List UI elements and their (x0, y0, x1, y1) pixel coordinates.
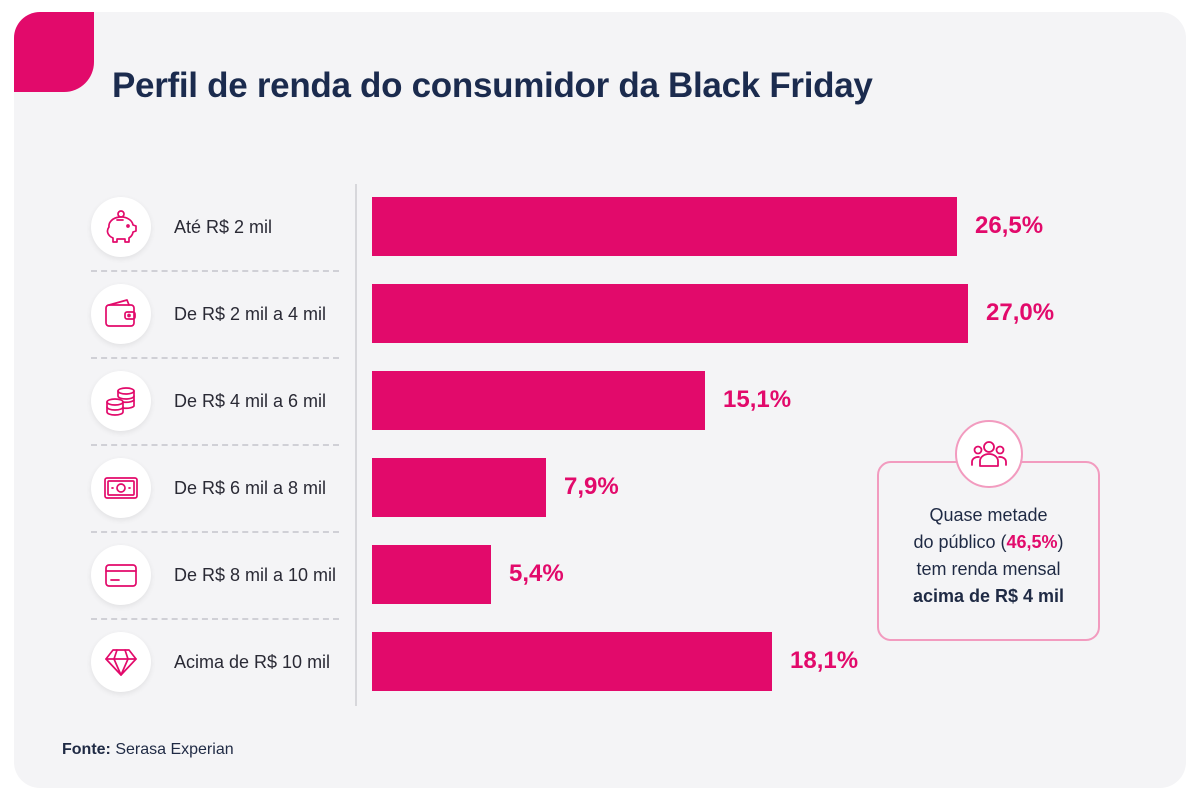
source-text: Serasa Experian (110, 741, 234, 758)
bar-value-label: 5,4% (509, 560, 564, 587)
bar-value-label: 26,5% (975, 212, 1044, 239)
bar-row: Até R$ 2 mil 26,5% (0, 184, 1200, 272)
bar-row: De R$ 2 mil a 4 mil 27,0% (0, 271, 1200, 359)
callout-line-2: do público (46,5%) (877, 529, 1100, 556)
row-divider (91, 618, 339, 620)
callout-text: Quase metade do público (46,5%) tem rend… (877, 502, 1100, 610)
piggy-bank-icon (106, 210, 137, 243)
callout-line-2-post: ) (1057, 532, 1064, 552)
corner-accent (14, 12, 94, 92)
icon-circle (91, 197, 151, 257)
bar-value-label: 27,0% (986, 299, 1055, 326)
bar (372, 545, 491, 604)
icon-circle (91, 458, 151, 518)
bar-row: De R$ 8 mil a 10 mil 5,4% (0, 532, 1200, 620)
category-label: De R$ 6 mil a 8 mil (174, 478, 327, 498)
icon-circle (91, 545, 151, 605)
callout-line-4: acima de R$ 4 mil (877, 583, 1100, 610)
credit-card-icon (105, 564, 137, 587)
icon-circle (91, 632, 151, 692)
bar-row: De R$ 4 mil a 6 mil 15,1% (0, 358, 1200, 446)
bar (372, 284, 968, 343)
bar-value-label: 7,9% (564, 473, 619, 500)
icon-circle (91, 371, 151, 431)
bar (372, 197, 957, 256)
callout-icon-circle (955, 420, 1023, 488)
bar (372, 632, 772, 691)
wallet-icon (105, 299, 136, 327)
row-divider (91, 444, 339, 446)
bar-value-label: 18,1% (790, 647, 859, 674)
diamond-icon (105, 649, 137, 676)
bar (372, 371, 705, 430)
source-note: Fonte: Serasa Experian (62, 741, 234, 759)
axis-line (355, 184, 357, 706)
bar (372, 458, 546, 517)
bar-row: De R$ 6 mil a 8 mil 7,9% (0, 445, 1200, 533)
callout-line-2-pre: do público ( (913, 532, 1007, 552)
bar-row: Acima de R$ 10 mil 18,1% (0, 619, 1200, 706)
banknote-icon (104, 477, 138, 499)
category-label: Acima de R$ 10 mil (174, 652, 331, 672)
category-label: De R$ 4 mil a 6 mil (174, 391, 327, 411)
bar-value-label: 15,1% (723, 386, 792, 413)
category-label: De R$ 8 mil a 10 mil (174, 565, 337, 585)
callout-line-3: tem renda mensal (916, 559, 1061, 579)
coins-icon (106, 387, 135, 416)
people-icon (971, 441, 1007, 467)
callout-box (877, 461, 1100, 641)
source-label: Fonte: (62, 741, 111, 758)
callout-percentage: 46,5% (1006, 532, 1058, 552)
category-label: Até R$ 2 mil (174, 217, 273, 237)
row-divider (91, 357, 339, 359)
callout-emphasis: acima de R$ 4 mil (912, 586, 1065, 606)
row-divider (91, 531, 339, 533)
category-label: De R$ 2 mil a 4 mil (174, 304, 327, 324)
row-divider (91, 270, 339, 272)
callout-line-1: Quase metade (929, 505, 1048, 525)
chart-title: Perfil de renda do consumidor da Black F… (112, 66, 873, 105)
icon-circle (91, 284, 151, 344)
